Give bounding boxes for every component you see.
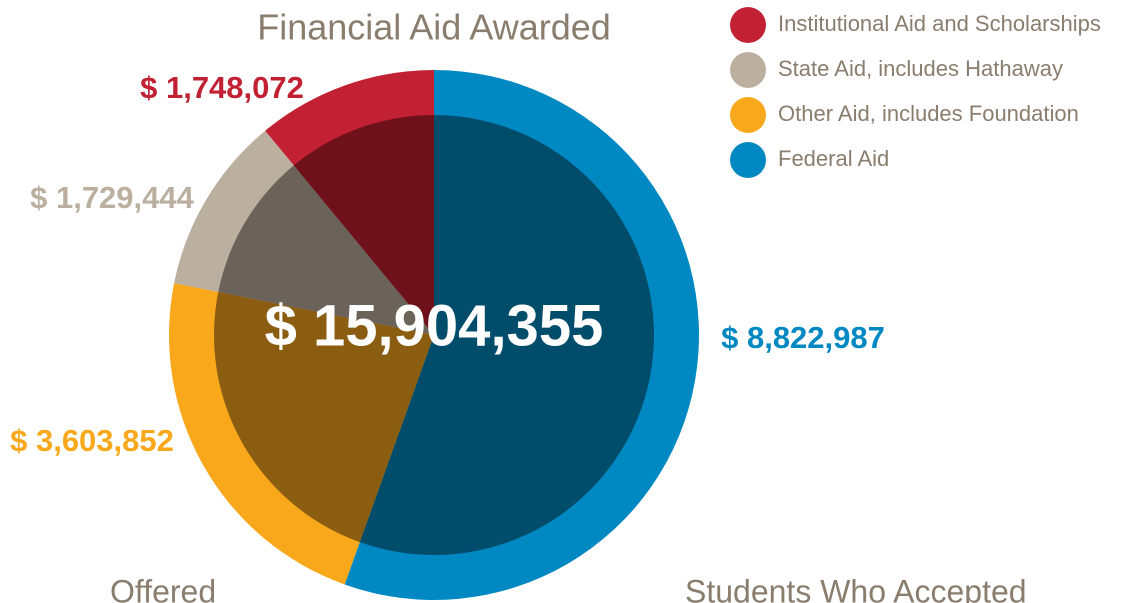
pie-slice-inner: [293, 115, 434, 335]
pie-slice-inner: [218, 165, 434, 335]
value-label: $ 1,729,444: [30, 180, 195, 215]
chart-title: Financial Aid Awarded: [257, 7, 611, 48]
legend-label: Federal Aid: [778, 146, 889, 171]
section-label: Students Who Accepted: [685, 573, 1027, 603]
value-label: $ 3,603,852: [10, 423, 174, 458]
legend-swatch: [730, 142, 766, 178]
legend-swatch: [730, 52, 766, 88]
legend-swatch: [730, 97, 766, 133]
value-label: $ 8,822,987: [721, 320, 885, 355]
section-label: Offered: [110, 573, 216, 603]
pie-slice-inner: [359, 115, 654, 556]
value-label: $ 1,748,072: [140, 70, 304, 105]
legend-label: Institutional Aid and Scholarships: [778, 11, 1101, 36]
center-label: $ 15,904,355: [265, 293, 604, 358]
legend-label: Other Aid, includes Foundation: [778, 101, 1079, 126]
pie-slice-inner: [213, 291, 434, 543]
legend-swatch: [730, 7, 766, 43]
legend-label: State Aid, includes Hathaway: [778, 56, 1063, 81]
